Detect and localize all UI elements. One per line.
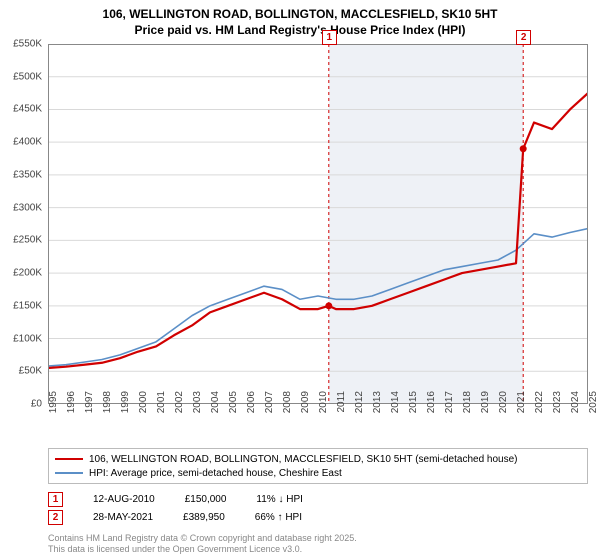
y-tick-label: £0 [0,399,42,410]
x-tick-label: 2020 [498,391,509,421]
y-tick-label: £300K [0,202,42,213]
sale-marker-2: 2 [516,30,531,45]
x-tick-label: 2024 [570,391,581,421]
chart-area: £0£50K£100K£150K£200K£250K£300K£350K£400… [48,44,588,404]
legend-label-1: 106, WELLINGTON ROAD, BOLLINGTON, MACCLE… [89,454,518,465]
sale-events: 1 12-AUG-2010 £150,000 11% ↓ HPI 2 28-MA… [48,490,588,526]
event-delta-1: 11% ↓ HPI [256,494,303,505]
line-chart [48,44,588,404]
x-tick-label: 2013 [372,391,383,421]
title-line-1: 106, WELLINGTON ROAD, BOLLINGTON, MACCLE… [103,7,498,21]
legend-row-2: HPI: Average price, semi-detached house,… [55,466,581,480]
x-tick-label: 2000 [138,391,149,421]
y-tick-label: £250K [0,235,42,246]
legend-label-2: HPI: Average price, semi-detached house,… [89,468,342,479]
y-tick-label: £550K [0,39,42,50]
x-tick-label: 2018 [462,391,473,421]
x-tick-label: 2004 [210,391,221,421]
y-tick-label: £50K [0,366,42,377]
x-tick-label: 2006 [246,391,257,421]
x-tick-label: 2008 [282,391,293,421]
y-tick-label: £500K [0,71,42,82]
sale-marker-1: 1 [322,30,337,45]
disclaimer: Contains HM Land Registry data © Crown c… [48,533,357,556]
event-row-2: 2 28-MAY-2021 £389,950 66% ↑ HPI [48,508,588,526]
x-tick-label: 2019 [480,391,491,421]
event-date-1: 12-AUG-2010 [93,494,155,505]
legend-box: 106, WELLINGTON ROAD, BOLLINGTON, MACCLE… [48,448,588,484]
x-tick-label: 2002 [174,391,185,421]
x-tick-label: 2011 [336,391,347,421]
event-date-2: 28-MAY-2021 [93,512,153,523]
x-tick-label: 2003 [192,391,203,421]
y-tick-label: £400K [0,137,42,148]
disclaimer-line-1: Contains HM Land Registry data © Crown c… [48,533,357,543]
x-tick-label: 2015 [408,391,419,421]
x-tick-label: 2021 [516,391,527,421]
x-tick-label: 2001 [156,391,167,421]
legend-swatch-1 [55,458,83,460]
y-tick-label: £100K [0,333,42,344]
x-tick-label: 2005 [228,391,239,421]
x-tick-label: 2016 [426,391,437,421]
x-tick-label: 1997 [84,391,95,421]
legend-row-1: 106, WELLINGTON ROAD, BOLLINGTON, MACCLE… [55,452,581,466]
chart-container: 106, WELLINGTON ROAD, BOLLINGTON, MACCLE… [0,0,600,560]
event-marker-2: 2 [48,510,63,525]
x-tick-label: 1995 [48,391,59,421]
x-tick-label: 2023 [552,391,563,421]
title-line-2: Price paid vs. HM Land Registry's House … [135,23,466,37]
x-tick-label: 2009 [300,391,311,421]
event-row-1: 1 12-AUG-2010 £150,000 11% ↓ HPI [48,490,588,508]
y-tick-label: £450K [0,104,42,115]
y-tick-label: £200K [0,268,42,279]
x-tick-label: 2007 [264,391,275,421]
event-delta-2: 66% ↑ HPI [255,512,302,523]
x-tick-label: 2012 [354,391,365,421]
x-tick-label: 1999 [120,391,131,421]
x-tick-label: 2014 [390,391,401,421]
x-tick-label: 2017 [444,391,455,421]
x-tick-label: 2025 [588,391,599,421]
x-tick-label: 2010 [318,391,329,421]
x-tick-label: 1996 [66,391,77,421]
chart-title: 106, WELLINGTON ROAD, BOLLINGTON, MACCLE… [0,0,600,38]
event-price-1: £150,000 [185,494,227,505]
event-price-2: £389,950 [183,512,225,523]
y-tick-label: £350K [0,169,42,180]
disclaimer-line-2: This data is licensed under the Open Gov… [48,544,302,554]
event-marker-1: 1 [48,492,63,507]
legend-swatch-2 [55,472,83,474]
x-tick-label: 1998 [102,391,113,421]
x-tick-label: 2022 [534,391,545,421]
y-tick-label: £150K [0,300,42,311]
